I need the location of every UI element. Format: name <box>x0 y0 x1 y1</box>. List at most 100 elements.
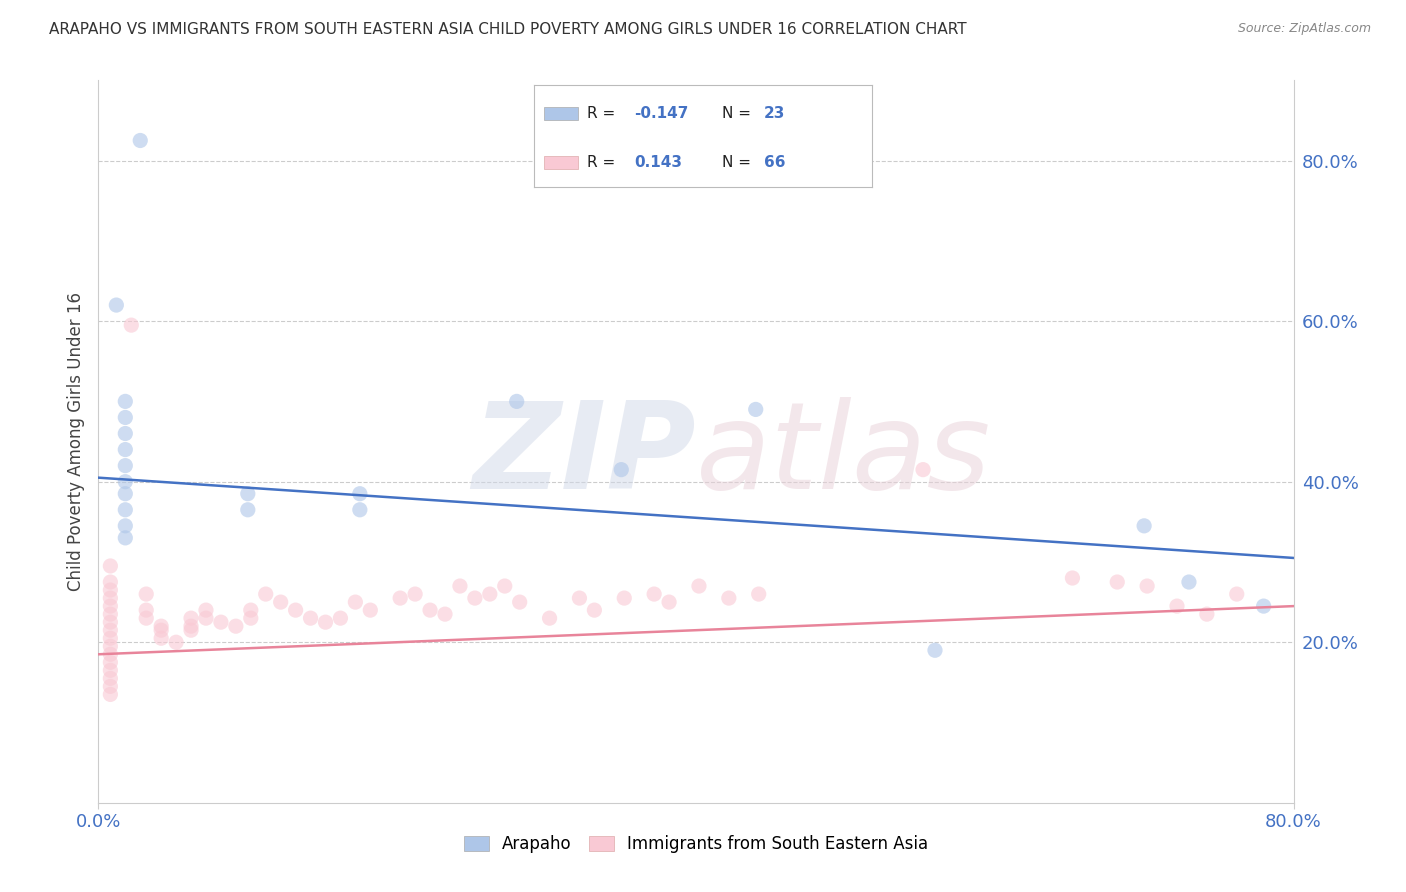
Point <box>299 611 322 625</box>
Point <box>449 579 471 593</box>
Point <box>98 607 122 621</box>
Point <box>658 595 681 609</box>
Point <box>114 486 136 500</box>
Point <box>509 595 531 609</box>
Point <box>98 583 122 598</box>
Point <box>583 603 606 617</box>
Point <box>180 619 202 633</box>
Point <box>135 611 157 625</box>
Text: R =: R = <box>586 106 620 121</box>
Point <box>114 518 136 533</box>
Point <box>114 502 136 516</box>
Point <box>98 648 122 662</box>
Point <box>98 671 122 685</box>
Point <box>270 595 292 609</box>
Point <box>225 619 247 633</box>
Point <box>114 458 136 473</box>
Point <box>114 475 136 489</box>
Point <box>643 587 665 601</box>
Point <box>419 603 441 617</box>
Point <box>98 615 122 630</box>
Point <box>150 623 173 637</box>
Point <box>114 426 136 441</box>
Point <box>329 611 352 625</box>
Point <box>284 603 307 617</box>
Point <box>135 587 157 601</box>
Point <box>434 607 457 621</box>
Text: 66: 66 <box>763 155 785 170</box>
Point <box>1178 574 1201 589</box>
Text: ARAPAHO VS IMMIGRANTS FROM SOUTH EASTERN ASIA CHILD POVERTY AMONG GIRLS UNDER 16: ARAPAHO VS IMMIGRANTS FROM SOUTH EASTERN… <box>49 22 967 37</box>
Point <box>1195 607 1218 621</box>
Point <box>1107 574 1129 589</box>
Text: 0.143: 0.143 <box>634 155 682 170</box>
Point <box>610 462 633 476</box>
Point <box>98 680 122 694</box>
Point <box>98 664 122 678</box>
Point <box>1062 571 1084 585</box>
Point <box>98 599 122 614</box>
Point <box>98 639 122 653</box>
Text: R =: R = <box>586 155 620 170</box>
Text: 23: 23 <box>763 106 785 121</box>
Point <box>114 442 136 457</box>
Point <box>98 687 122 701</box>
Point <box>120 318 142 332</box>
Point <box>165 635 187 649</box>
Point <box>150 632 173 646</box>
Point <box>1253 599 1275 614</box>
Point <box>1166 599 1188 614</box>
Y-axis label: Child Poverty Among Girls Under 16: Child Poverty Among Girls Under 16 <box>66 292 84 591</box>
Point <box>105 298 128 312</box>
Point <box>129 133 152 147</box>
Point <box>98 623 122 637</box>
Point <box>912 462 935 476</box>
Point <box>344 595 367 609</box>
Point <box>349 486 371 500</box>
Bar <box>544 107 578 120</box>
Point <box>98 574 122 589</box>
Point <box>924 643 946 657</box>
Point <box>717 591 740 605</box>
Point <box>688 579 710 593</box>
Point <box>114 394 136 409</box>
Point <box>254 587 277 601</box>
Point <box>478 587 501 601</box>
Point <box>506 394 529 409</box>
Point <box>195 603 218 617</box>
Point <box>180 611 202 625</box>
Point <box>464 591 486 605</box>
Point <box>195 611 218 625</box>
Text: N =: N = <box>721 106 755 121</box>
Point <box>748 587 770 601</box>
Point <box>98 558 122 574</box>
Point <box>114 410 136 425</box>
Legend: Arapaho, Immigrants from South Eastern Asia: Arapaho, Immigrants from South Eastern A… <box>457 828 935 860</box>
Text: -0.147: -0.147 <box>634 106 688 121</box>
Point <box>1226 587 1249 601</box>
Point <box>568 591 591 605</box>
Point <box>745 402 768 417</box>
Point <box>404 587 426 601</box>
Point <box>538 611 561 625</box>
Point <box>98 632 122 646</box>
Point <box>359 603 381 617</box>
Point <box>315 615 337 630</box>
Point <box>98 655 122 669</box>
Point <box>1133 518 1156 533</box>
Point <box>494 579 516 593</box>
Bar <box>544 156 578 169</box>
Point <box>180 623 202 637</box>
Point <box>389 591 412 605</box>
Point <box>236 502 259 516</box>
Point <box>236 486 259 500</box>
Point <box>349 502 371 516</box>
Point <box>239 611 262 625</box>
Point <box>239 603 262 617</box>
Point <box>98 591 122 605</box>
Point <box>150 619 173 633</box>
Text: N =: N = <box>721 155 755 170</box>
Point <box>114 531 136 545</box>
Point <box>613 591 636 605</box>
Text: Source: ZipAtlas.com: Source: ZipAtlas.com <box>1237 22 1371 36</box>
